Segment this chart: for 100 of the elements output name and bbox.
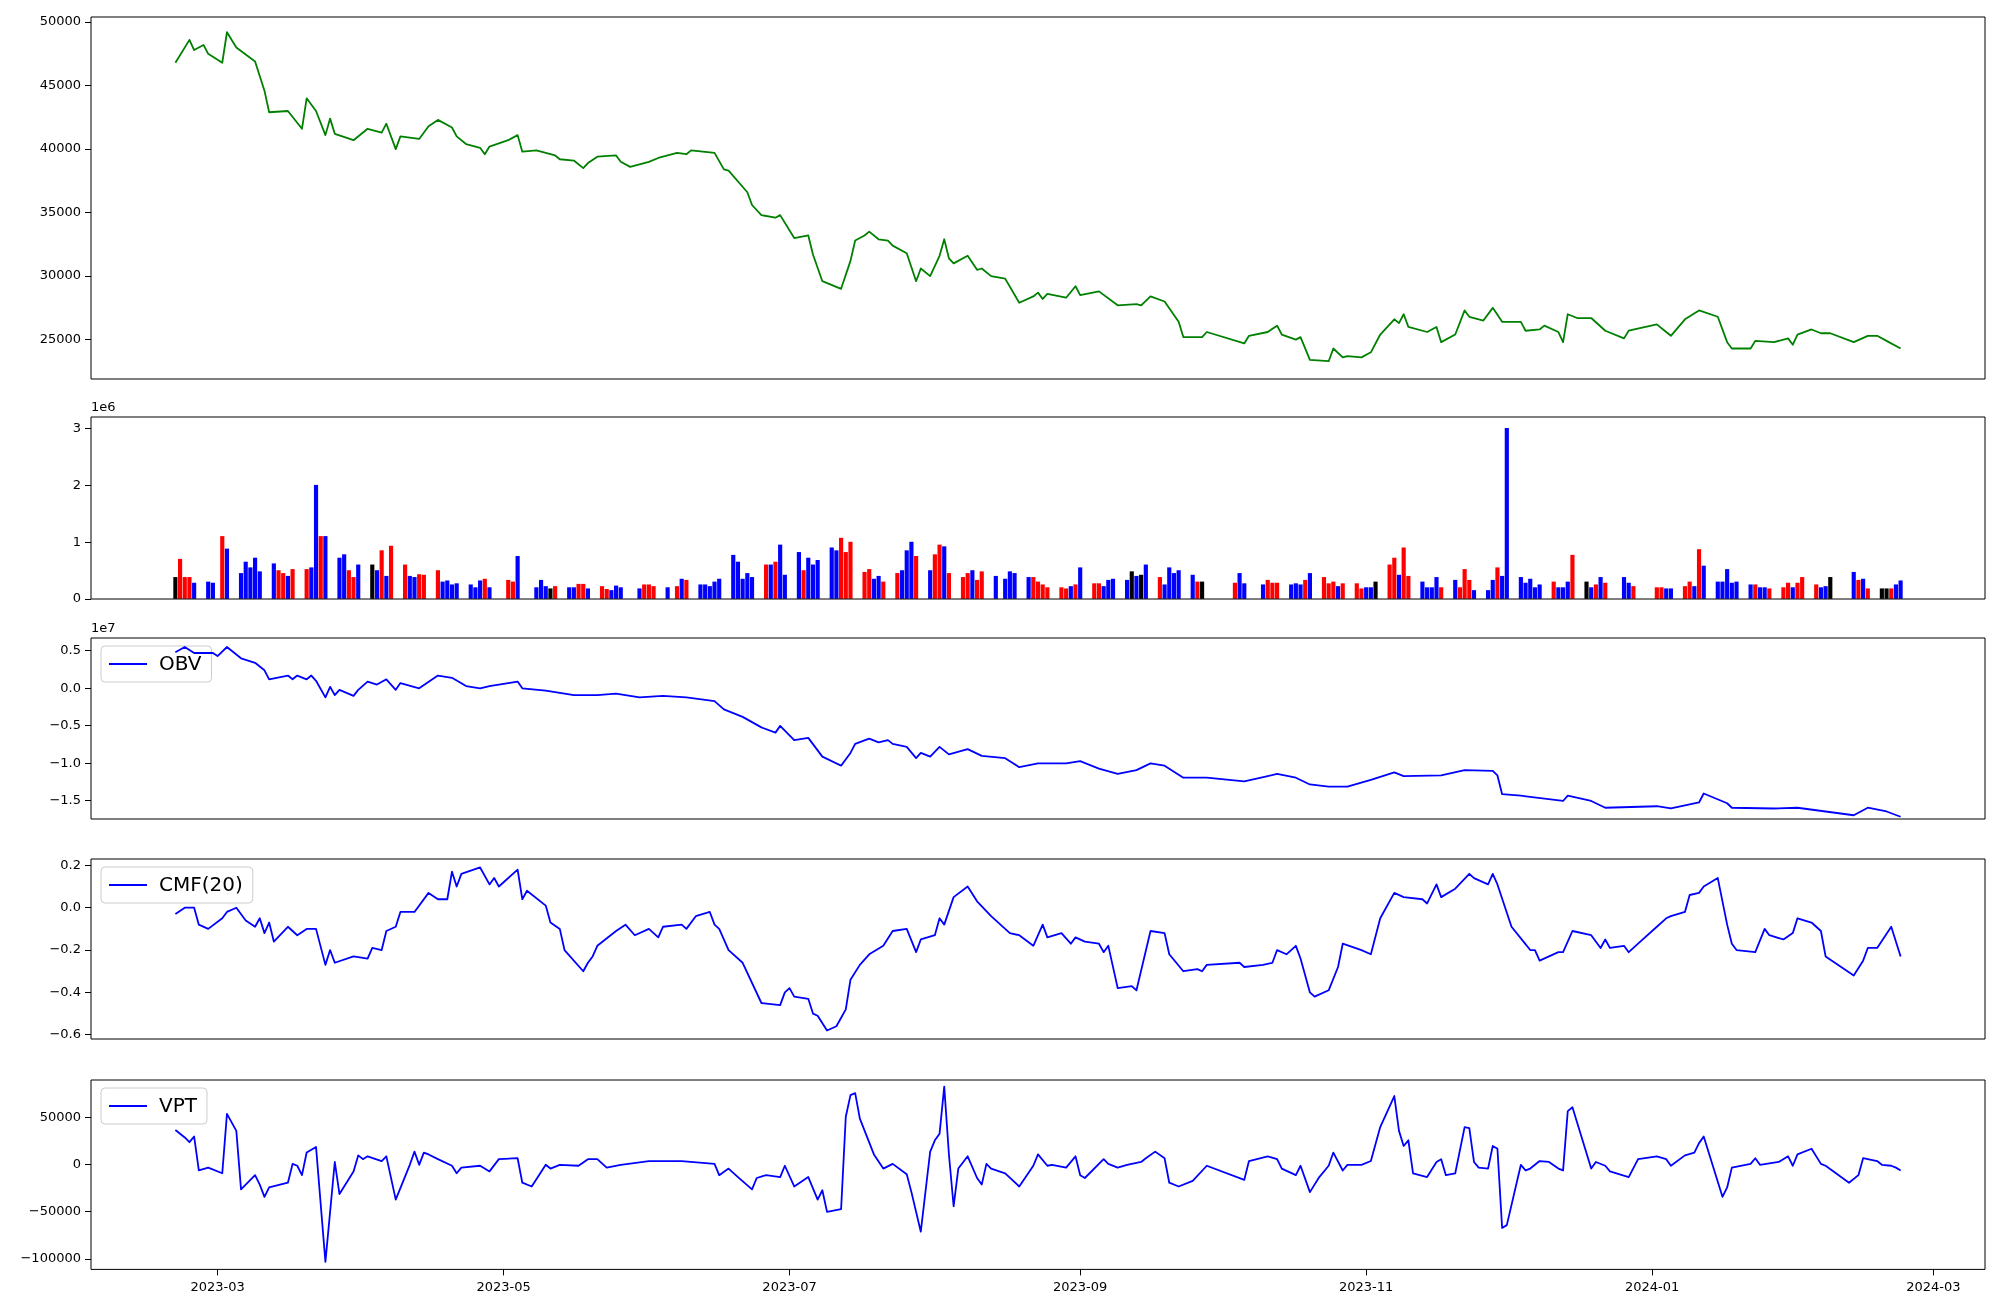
y-tick-label: 25000 — [39, 331, 81, 346]
bar — [1232, 582, 1237, 599]
bar — [848, 541, 853, 599]
y-tick-label: 2 — [72, 476, 81, 492]
bar — [515, 556, 520, 599]
bar — [571, 587, 576, 599]
bar — [1420, 581, 1425, 599]
bar — [449, 584, 455, 599]
bar — [651, 586, 656, 599]
bar — [285, 575, 290, 599]
bar — [1790, 587, 1795, 599]
bar — [1692, 586, 1697, 599]
bar — [1865, 588, 1870, 599]
bar — [276, 570, 281, 599]
bar — [1026, 577, 1031, 599]
bar — [553, 586, 558, 599]
bar — [1392, 557, 1397, 599]
bar — [1124, 579, 1130, 599]
bar — [1504, 428, 1509, 599]
bar — [979, 571, 984, 599]
bar — [421, 574, 426, 599]
y-tick-label: −100000 — [20, 1250, 81, 1266]
bar — [487, 587, 492, 599]
bar — [337, 557, 342, 599]
bar — [1570, 554, 1575, 599]
bar — [1143, 564, 1148, 599]
bar — [445, 580, 450, 599]
bar — [1762, 587, 1767, 599]
bar — [674, 586, 680, 599]
y-tick-label: 0.0 — [60, 679, 81, 695]
bar — [323, 536, 328, 599]
bar — [1068, 586, 1073, 599]
bar — [1682, 586, 1688, 599]
bar — [1396, 574, 1402, 599]
bar — [698, 584, 703, 599]
bar — [815, 560, 820, 599]
bar — [1495, 567, 1500, 599]
bar — [304, 569, 309, 599]
bar — [1073, 584, 1078, 599]
bar — [1307, 573, 1312, 599]
bar — [1664, 588, 1669, 599]
bar — [1335, 586, 1341, 599]
y-tick-label: 0.0 — [60, 899, 81, 915]
y-tick-label: −0.2 — [49, 941, 81, 957]
y-tick-label: 30000 — [39, 267, 81, 283]
bar — [412, 577, 417, 599]
bar — [1753, 584, 1758, 599]
bar — [1696, 549, 1702, 599]
bar — [895, 573, 900, 599]
y-tick-label: −0.6 — [49, 1026, 81, 1042]
bar — [1289, 584, 1294, 599]
x-tick-label: 2023-09 — [1053, 1278, 1108, 1294]
legend-label: CMF(20) — [159, 872, 243, 897]
bar — [801, 570, 806, 599]
x-tick-label: 2023-03 — [190, 1278, 245, 1294]
bar — [834, 550, 839, 599]
x-tick-label: 2023-05 — [476, 1278, 531, 1294]
x-tick-label: 2023-07 — [762, 1278, 817, 1294]
bar — [731, 554, 736, 599]
y-tick-label: 0 — [72, 1156, 81, 1172]
bar — [1012, 573, 1017, 599]
bar — [618, 587, 623, 599]
y-tick-label: −0.5 — [49, 717, 81, 733]
bar — [1106, 579, 1111, 599]
bar — [839, 537, 844, 599]
bar — [796, 552, 801, 599]
y-tick-label: 0.5 — [60, 642, 81, 658]
bar — [637, 588, 642, 599]
bar — [749, 577, 755, 599]
bar — [665, 587, 670, 599]
bar — [712, 581, 717, 599]
bar — [1059, 587, 1064, 599]
bar — [909, 541, 914, 599]
bar — [679, 578, 684, 599]
bar — [1814, 584, 1819, 599]
bar — [970, 570, 975, 599]
bar — [1321, 577, 1327, 599]
bar — [684, 579, 689, 599]
bar — [778, 544, 783, 599]
bar — [1303, 579, 1308, 599]
bar — [482, 578, 487, 599]
bar — [567, 587, 572, 599]
bar — [1621, 577, 1627, 599]
text: 1e6 — [91, 398, 116, 414]
bar — [1767, 588, 1772, 599]
bar — [1298, 584, 1303, 599]
bar — [1368, 587, 1373, 599]
bar — [1598, 577, 1603, 599]
y-tick-label: 3 — [72, 419, 81, 435]
bar — [1537, 584, 1542, 599]
bar — [928, 570, 933, 599]
bar — [1659, 587, 1664, 599]
text: 1e7 — [91, 619, 116, 635]
bar — [1748, 584, 1753, 599]
bar — [356, 564, 361, 599]
bar — [1556, 587, 1561, 599]
bar — [960, 577, 966, 599]
legend-label: VPT — [159, 1093, 198, 1118]
y-tick-label: −1.0 — [49, 754, 81, 770]
bar — [965, 573, 970, 599]
